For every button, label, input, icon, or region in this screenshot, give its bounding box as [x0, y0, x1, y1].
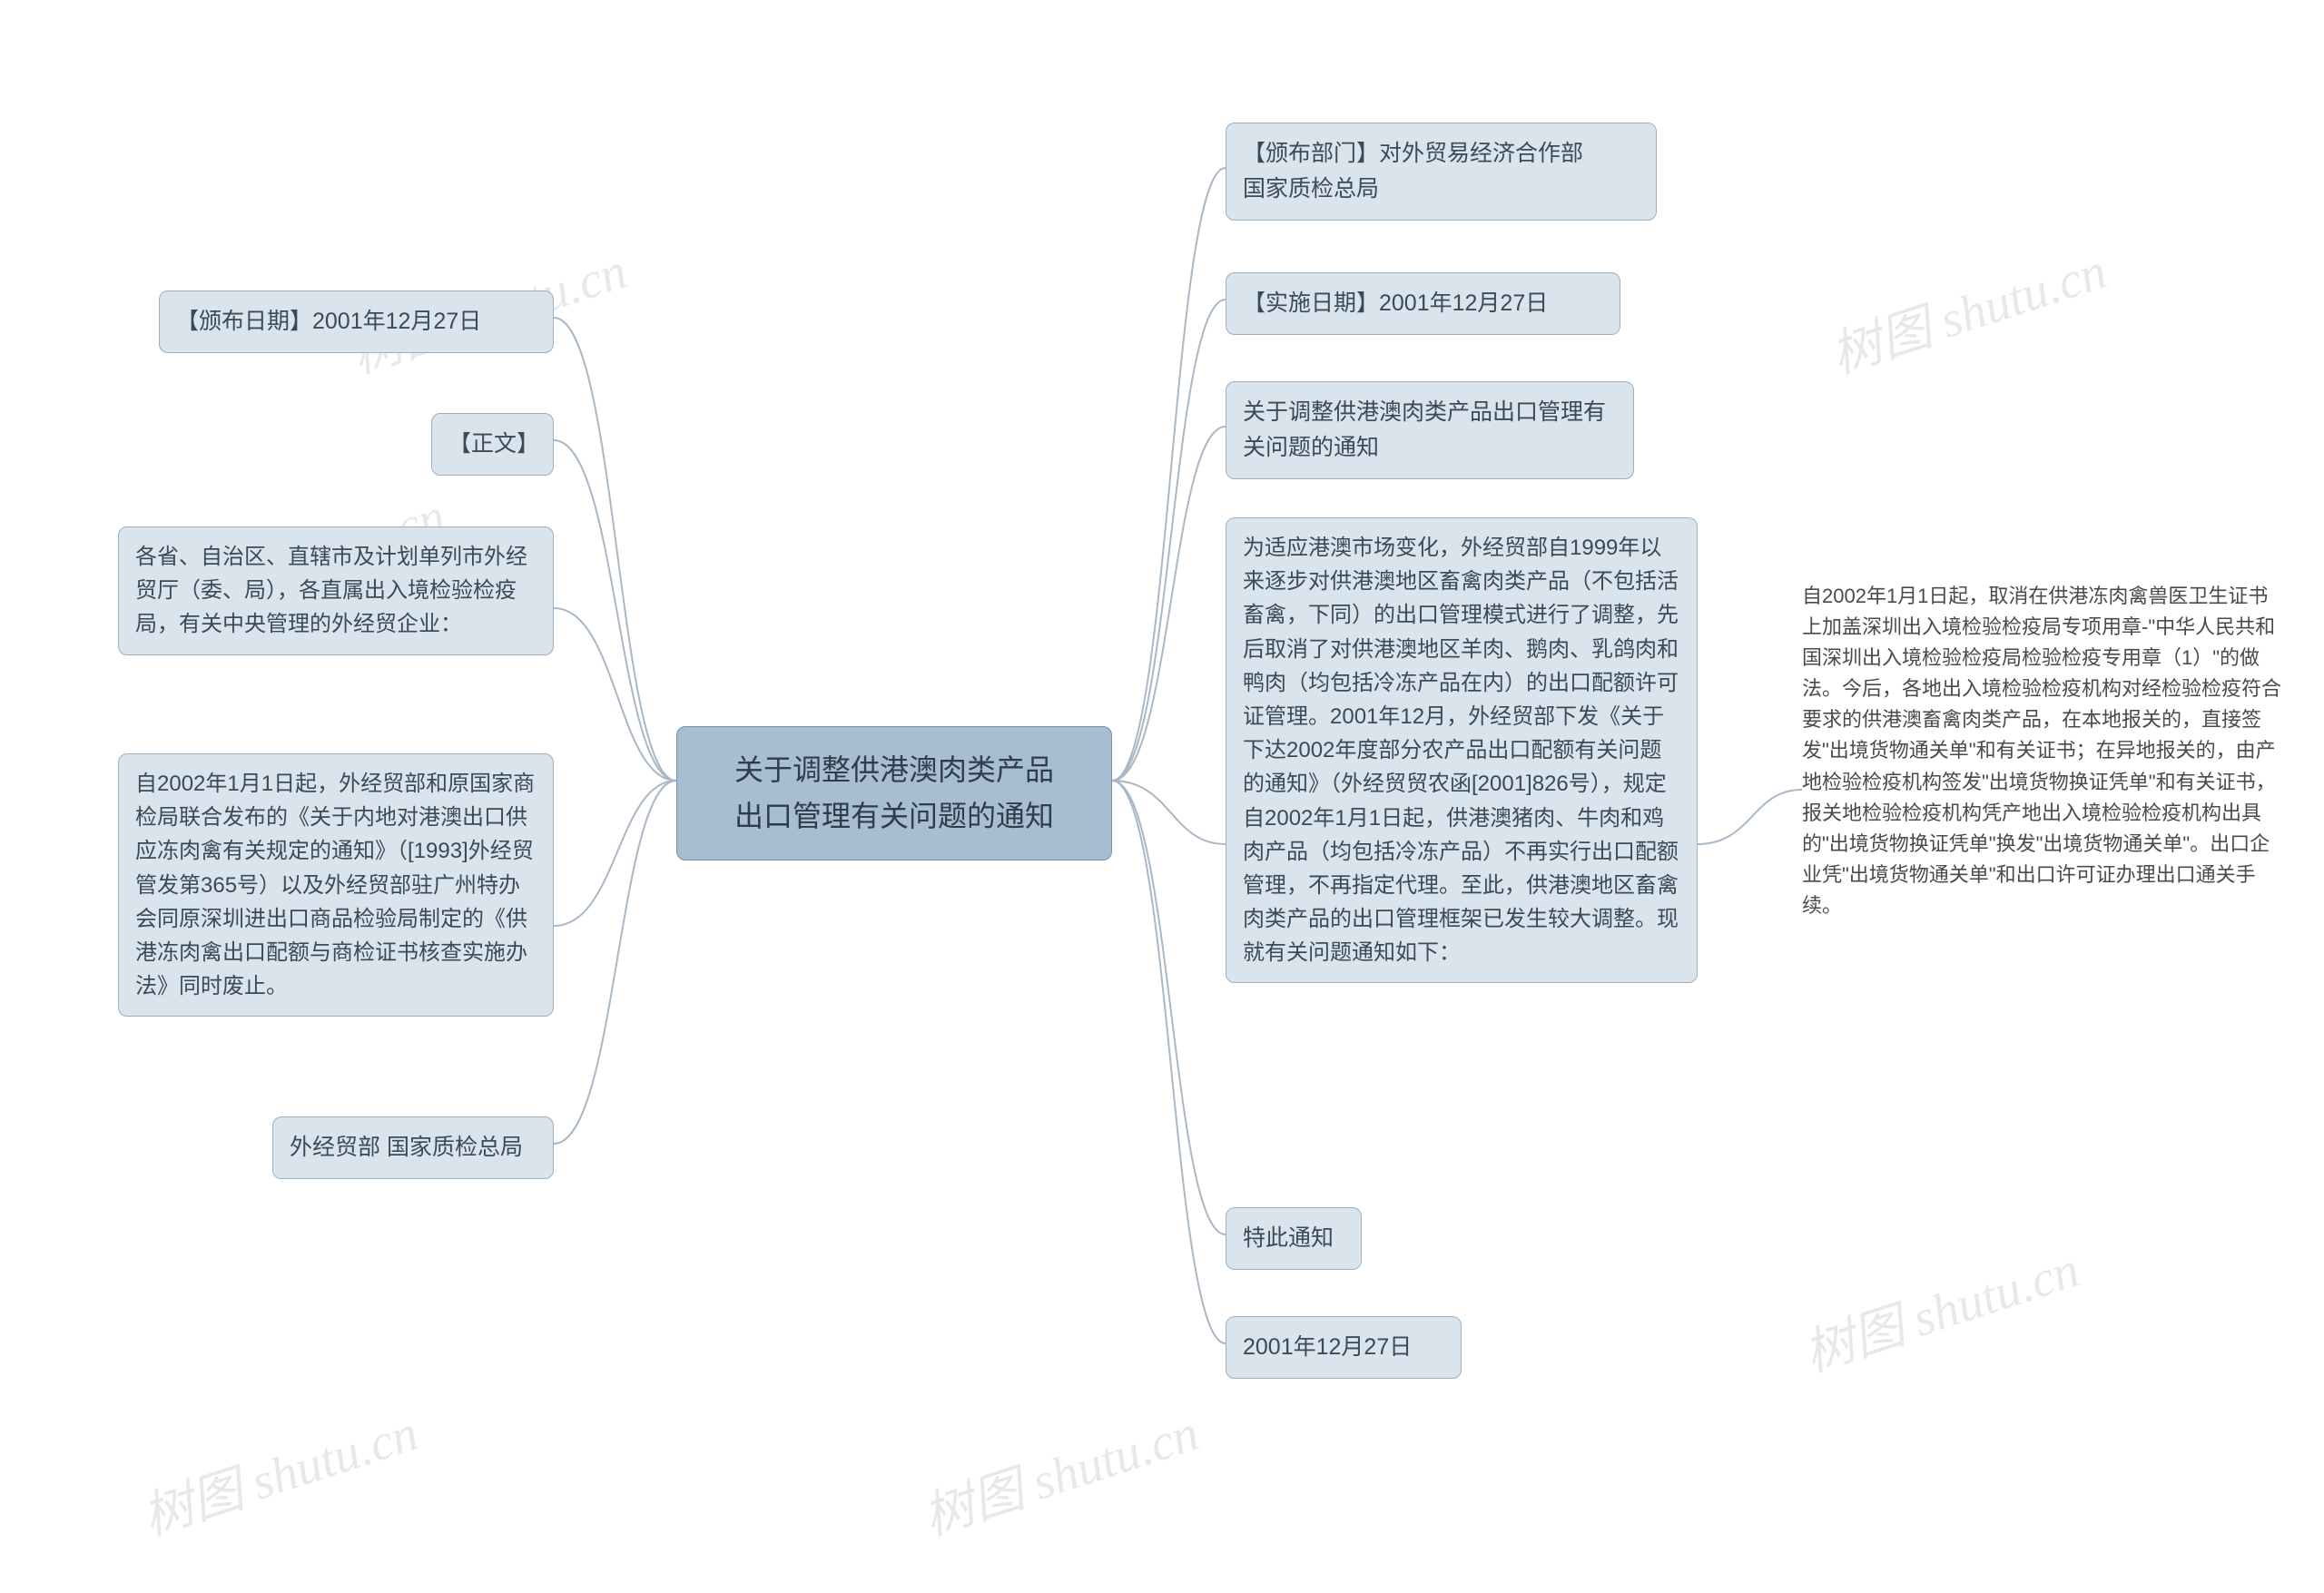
- watermark: 树图 shutu.cn: [1820, 230, 2114, 388]
- detail-text: 自2002年1月1日起，取消在供港冻肉禽兽医卫生证书上加盖深圳出入境检验检疫局专…: [1802, 581, 2283, 921]
- watermark: 树图 shutu.cn: [1793, 1228, 2087, 1386]
- left-node-signers[interactable]: 外经贸部 国家质检总局: [272, 1116, 554, 1179]
- label: 自2002年1月1日起，外经贸部和原国家商检局联合发布的《关于内地对港澳出口供应…: [135, 772, 535, 998]
- mindmap-canvas: 树图 shutu.cn 树图 shutu.cn 树图 shutu.cn 树图 s…: [0, 0, 2324, 1593]
- center-line2: 出口管理有关问题的通知: [734, 800, 1054, 832]
- left-node-body-header[interactable]: 【正文】: [431, 413, 554, 476]
- label: 自2002年1月1日起，取消在供港冻肉禽兽医卫生证书上加盖深圳出入境检验检疫局专…: [1802, 585, 2281, 917]
- label: 关于调整供港澳肉类产品出口管理有关问题的通知: [1243, 399, 1606, 460]
- right-node-title-repeat[interactable]: 关于调整供港澳肉类产品出口管理有关问题的通知: [1226, 381, 1634, 479]
- label-a: 【颁布部门】对外贸易经济合作部: [1243, 141, 1583, 166]
- label: 为适应港澳市场变化，外经贸部自1999年以来逐步对供港澳地区畜禽肉类产品（不包括…: [1243, 536, 1679, 965]
- label: 外经贸部 国家质检总局: [290, 1135, 523, 1160]
- left-node-promulgation-date[interactable]: 【颁布日期】2001年12月27日: [159, 290, 554, 353]
- center-node[interactable]: 关于调整供港澳肉类产品 出口管理有关问题的通知: [676, 726, 1112, 860]
- watermark: 树图 shutu.cn: [912, 1391, 1206, 1549]
- label: 【正文】: [448, 431, 539, 457]
- label: 各省、自治区、直辖市及计划单列市外经贸厅（委、局），各直属出入境检验检疫局，有关…: [135, 545, 527, 636]
- right-node-main-body[interactable]: 为适应港澳市场变化，外经贸部自1999年以来逐步对供港澳地区畜禽肉类产品（不包括…: [1226, 517, 1698, 983]
- right-node-effective-date[interactable]: 【实施日期】2001年12月27日: [1226, 272, 1620, 335]
- left-node-abolish[interactable]: 自2002年1月1日起，外经贸部和原国家商检局联合发布的《关于内地对港澳出口供应…: [118, 753, 554, 1017]
- right-node-date[interactable]: 2001年12月27日: [1226, 1316, 1462, 1379]
- label: 特此通知: [1243, 1225, 1334, 1251]
- label: 【颁布日期】2001年12月27日: [176, 309, 481, 334]
- label-b: 国家质检总局: [1243, 176, 1379, 202]
- center-line1: 关于调整供港澳肉类产品: [734, 753, 1054, 786]
- right-node-hereby[interactable]: 特此通知: [1226, 1207, 1362, 1270]
- right-node-dept[interactable]: 【颁布部门】对外贸易经济合作部 国家质检总局: [1226, 123, 1657, 221]
- label: 【实施日期】2001年12月27日: [1243, 290, 1548, 316]
- left-node-recipients[interactable]: 各省、自治区、直辖市及计划单列市外经贸厅（委、局），各直属出入境检验检疫局，有关…: [118, 526, 554, 655]
- watermark: 树图 shutu.cn: [132, 1391, 426, 1549]
- label: 2001年12月27日: [1243, 1334, 1412, 1360]
